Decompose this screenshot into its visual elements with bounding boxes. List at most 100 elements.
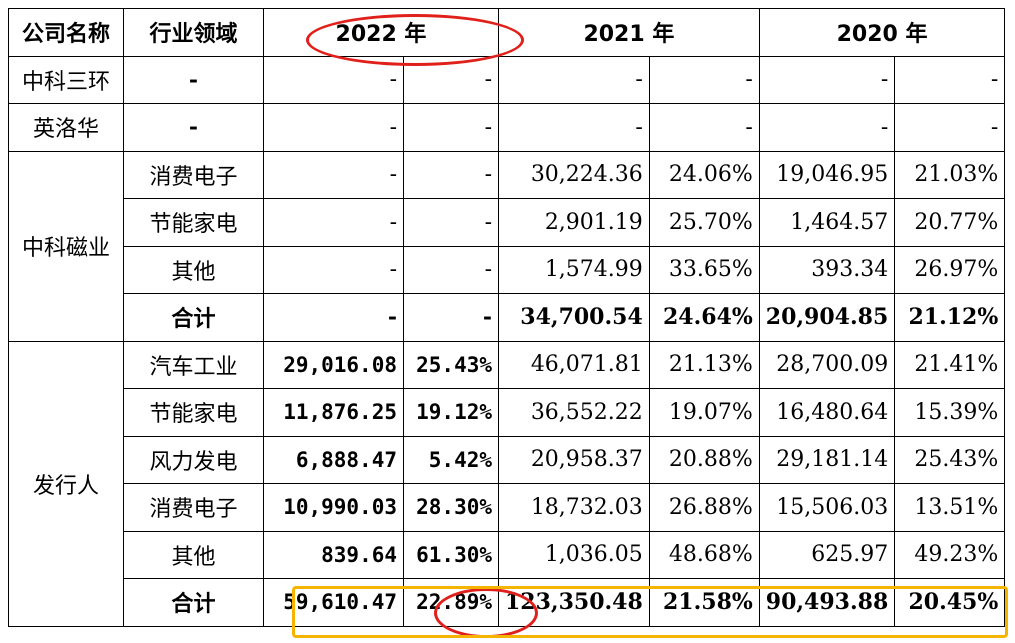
value-2022-revenue: - (264, 294, 404, 342)
value-2021-margin: 26.88% (649, 484, 759, 532)
value-2020-revenue: 29,181.14 (759, 436, 894, 484)
segment-cell: 其他 (124, 246, 264, 294)
value-2020-revenue: 16,480.64 (759, 389, 894, 437)
value-2022-margin: - (404, 246, 499, 294)
value-2020-margin: 49.23% (895, 531, 1005, 579)
company-name: 发行人 (9, 341, 124, 626)
value-2022-margin: - (404, 104, 499, 152)
value-2021-revenue: - (499, 56, 650, 104)
company-name: 中科三环 (9, 56, 124, 104)
value-2021-margin: 21.58% (649, 579, 759, 627)
value-2020-revenue: 15,506.03 (759, 484, 894, 532)
segment-cell: 风力发电 (124, 436, 264, 484)
value-2021-margin: 20.88% (649, 436, 759, 484)
value-2022-margin: - (404, 294, 499, 342)
table-row: 英洛华 - - - - - - - (9, 104, 1005, 152)
table-row: 节能家电 - - 2,901.19 25.70% 1,464.57 20.77% (9, 199, 1005, 247)
value-2021-revenue: 1,574.99 (499, 246, 650, 294)
header-2021: 2021 年 (499, 9, 760, 57)
value-2021-revenue: 18,732.03 (499, 484, 650, 532)
value-2022-revenue: - (264, 199, 404, 247)
value-2021-margin: 24.64% (649, 294, 759, 342)
header-2020: 2020 年 (759, 9, 1004, 57)
header-2022: 2022 年 (264, 9, 499, 57)
gross-margin-comparison-table-wrapper: 公司名称 行业领域 2022 年 2021 年 2020 年 中科三环 - - … (8, 8, 1005, 627)
company-name: 中科磁业 (9, 151, 124, 341)
value-2022-revenue: - (264, 246, 404, 294)
value-2022-revenue: - (264, 151, 404, 199)
value-2022-margin: - (404, 56, 499, 104)
table-row: 消费电子 10,990.03 28.30% 18,732.03 26.88% 1… (9, 484, 1005, 532)
segment-total: 合计 (124, 579, 264, 627)
value-2021-margin: 25.70% (649, 199, 759, 247)
table-row: 发行人 汽车工业 29,016.08 25.43% 46,071.81 21.1… (9, 341, 1005, 389)
header-company: 公司名称 (9, 9, 124, 57)
value-2020-margin: 21.12% (895, 294, 1005, 342)
value-2020-margin: 21.03% (895, 151, 1005, 199)
value-2021-revenue: 123,350.48 (499, 579, 650, 627)
segment-cell: 消费电子 (124, 151, 264, 199)
value-2021-revenue: 2,901.19 (499, 199, 650, 247)
segment-total: 合计 (124, 294, 264, 342)
segment-cell: 汽车工业 (124, 341, 264, 389)
value-2021-revenue: 36,552.22 (499, 389, 650, 437)
table-row: 节能家电 11,876.25 19.12% 36,552.22 19.07% 1… (9, 389, 1005, 437)
value-2021-margin: 19.07% (649, 389, 759, 437)
segment-cell: - (124, 56, 264, 104)
table-row: 中科三环 - - - - - - - (9, 56, 1005, 104)
value-2022-revenue: - (264, 104, 404, 152)
value-2022-margin: 5.42% (404, 436, 499, 484)
table-row-total: 合计 59,610.47 22.89% 123,350.48 21.58% 90… (9, 579, 1005, 627)
value-2021-margin: 33.65% (649, 246, 759, 294)
value-2020-margin: - (895, 104, 1005, 152)
value-2020-margin: 15.39% (895, 389, 1005, 437)
table-row: 中科磁业 消费电子 - - 30,224.36 24.06% 19,046.95… (9, 151, 1005, 199)
value-2022-margin: 28.30% (404, 484, 499, 532)
company-name: 英洛华 (9, 104, 124, 152)
segment-cell: 消费电子 (124, 484, 264, 532)
value-2020-revenue: - (759, 56, 894, 104)
value-2021-revenue: 30,224.36 (499, 151, 650, 199)
value-2022-revenue: 59,610.47 (264, 579, 404, 627)
value-2022-revenue: 6,888.47 (264, 436, 404, 484)
table-row: 其他 - - 1,574.99 33.65% 393.34 26.97% (9, 246, 1005, 294)
value-2022-margin: 61.30% (404, 531, 499, 579)
value-2021-revenue: 1,036.05 (499, 531, 650, 579)
value-2020-revenue: 393.34 (759, 246, 894, 294)
value-2020-revenue: 19,046.95 (759, 151, 894, 199)
value-2021-revenue: 34,700.54 (499, 294, 650, 342)
value-2021-margin: 21.13% (649, 341, 759, 389)
value-2022-revenue: - (264, 56, 404, 104)
value-2020-revenue: 625.97 (759, 531, 894, 579)
header-row: 公司名称 行业领域 2022 年 2021 年 2020 年 (9, 9, 1005, 57)
value-2020-revenue: 1,464.57 (759, 199, 894, 247)
value-2020-revenue: 28,700.09 (759, 341, 894, 389)
value-2021-margin: 48.68% (649, 531, 759, 579)
value-2022-margin: - (404, 151, 499, 199)
segment-cell: 节能家电 (124, 199, 264, 247)
value-2022-revenue: 10,990.03 (264, 484, 404, 532)
value-2021-margin: - (649, 56, 759, 104)
value-2020-margin: 26.97% (895, 246, 1005, 294)
value-2020-margin: - (895, 56, 1005, 104)
value-2020-margin: 25.43% (895, 436, 1005, 484)
value-2021-margin: 24.06% (649, 151, 759, 199)
segment-cell: 其他 (124, 531, 264, 579)
value-2022-revenue: 29,016.08 (264, 341, 404, 389)
segment-cell: 节能家电 (124, 389, 264, 437)
value-2022-margin: 19.12% (404, 389, 499, 437)
value-2020-margin: 20.45% (895, 579, 1005, 627)
gross-margin-comparison-table: 公司名称 行业领域 2022 年 2021 年 2020 年 中科三环 - - … (8, 8, 1005, 627)
value-2021-margin: - (649, 104, 759, 152)
table-row: 其他 839.64 61.30% 1,036.05 48.68% 625.97 … (9, 531, 1005, 579)
value-2020-revenue: 20,904.85 (759, 294, 894, 342)
value-2020-margin: 21.41% (895, 341, 1005, 389)
header-industry: 行业领域 (124, 9, 264, 57)
value-2022-margin: - (404, 199, 499, 247)
value-2020-margin: 13.51% (895, 484, 1005, 532)
segment-cell: - (124, 104, 264, 152)
value-2021-revenue: 20,958.37 (499, 436, 650, 484)
table-row-total: 合计 - - 34,700.54 24.64% 20,904.85 21.12% (9, 294, 1005, 342)
table-row: 风力发电 6,888.47 5.42% 20,958.37 20.88% 29,… (9, 436, 1005, 484)
value-2020-revenue: 90,493.88 (759, 579, 894, 627)
